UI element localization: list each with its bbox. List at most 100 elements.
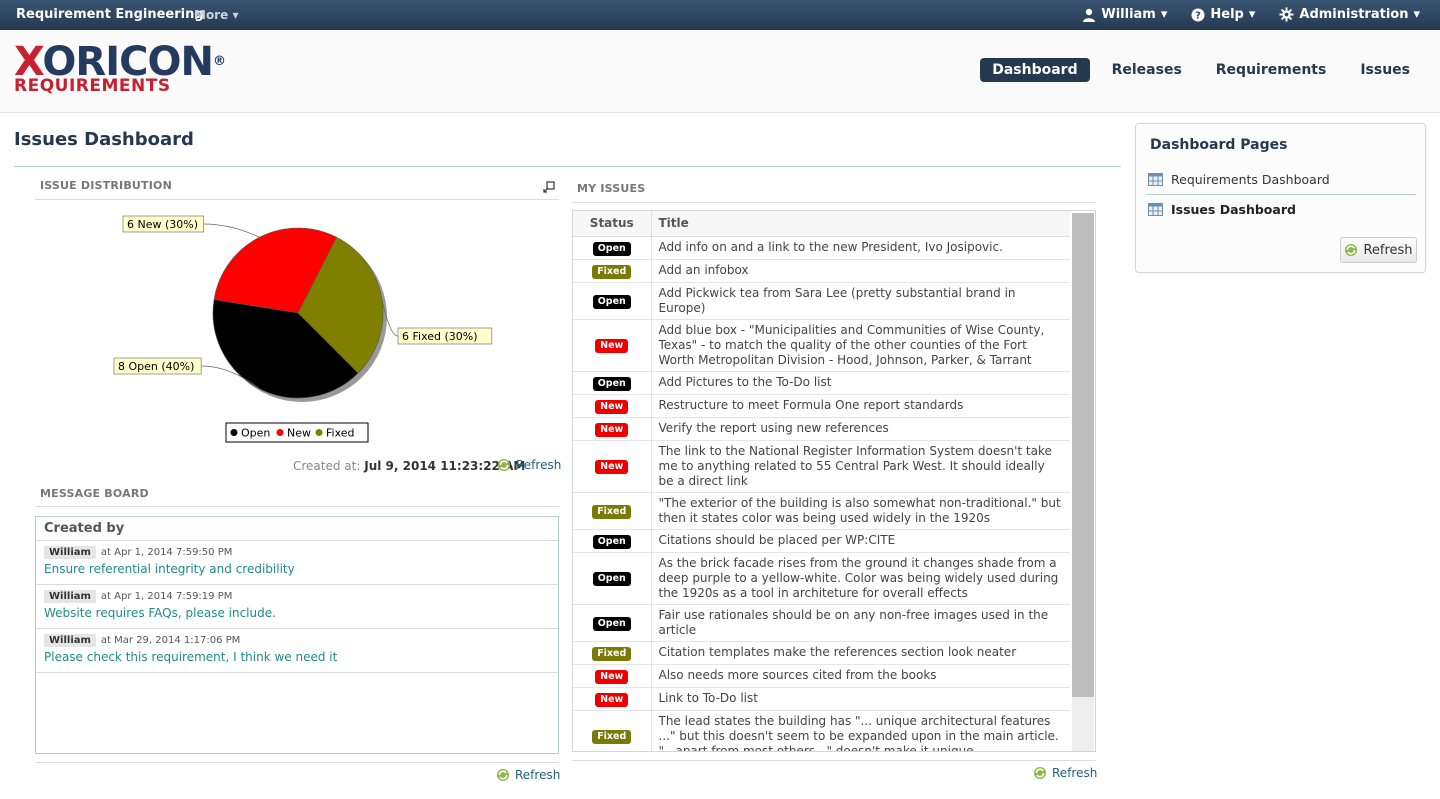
pie-legend-box — [225, 422, 369, 443]
message-item[interactable]: William at Apr 1, 2014 7:59:50 PM Ensure … — [36, 541, 558, 585]
message-item[interactable]: William at Mar 29, 2014 1:17:06 PM Please… — [36, 629, 558, 673]
dashboard-pages-refresh-button[interactable]: Refresh — [1340, 237, 1417, 263]
message-board-refresh-button[interactable]: Refresh — [496, 768, 560, 782]
scrollbar-thumb[interactable] — [1072, 213, 1094, 697]
logo-subtitle: REQUIREMENTS — [14, 76, 171, 96]
table-row[interactable]: Open Fair use rationales should be on any… — [573, 604, 1070, 642]
status-badge: New — [595, 422, 629, 437]
issue-title[interactable]: "The exterior of the building is also so… — [651, 492, 1070, 530]
status-cell: Fixed — [573, 641, 652, 665]
user-label: William — [1101, 7, 1156, 22]
pie-leader-line — [203, 223, 260, 238]
issue-distribution-chart: 8 Open (40%) 6 New (30%) 6 Fixed (30%) Open… — [113, 215, 493, 443]
table-row[interactable]: New The link to the National Register Inf… — [573, 440, 1070, 493]
top-bar: Requirement Engineering More ▾ William ▾… — [0, 0, 1440, 30]
status-cell: Fixed — [573, 710, 652, 751]
nav-dashboard[interactable]: Dashboard — [980, 58, 1090, 82]
table-row[interactable]: New Link to To-Do list — [573, 687, 1070, 711]
user-menu[interactable]: William ▾ — [1082, 7, 1167, 22]
issue-title[interactable]: The link to the National Register Inform… — [651, 440, 1070, 493]
table-row[interactable]: New Also needs more sources cited from th… — [573, 664, 1070, 688]
administration-menu[interactable]: Administration ▾ — [1279, 7, 1420, 22]
dashboard-page-link-issues[interactable]: Issues Dashboard — [1148, 202, 1296, 217]
legend-entry-new[interactable]: New — [287, 427, 311, 440]
caret-down-icon: ▾ — [1248, 7, 1256, 22]
legend-entry-fixed[interactable]: Fixed — [326, 427, 355, 440]
dashboard-pages-title: Dashboard Pages — [1150, 137, 1288, 153]
pie-slice-new[interactable] — [213, 227, 337, 314]
my-issues-table: Status Title Open Add info on and a link … — [572, 210, 1096, 752]
status-cell: Open — [573, 236, 652, 260]
issue-title[interactable]: Restructure to meet Formula One report s… — [651, 394, 1070, 418]
nav-requirements[interactable]: Requirements — [1215, 62, 1327, 78]
legend-entry-open[interactable]: Open — [241, 427, 270, 440]
message-text[interactable]: Please check this requirement, I think w… — [44, 650, 338, 664]
nav-releases[interactable]: Releases — [1111, 62, 1182, 78]
help-menu[interactable]: ? Help ▾ — [1191, 7, 1255, 22]
message-text[interactable]: Ensure referential integrity and credibi… — [44, 562, 295, 576]
more-menu[interactable]: More ▾ — [194, 8, 238, 22]
issue-title[interactable]: Add Pictures to the To-Do list — [651, 371, 1070, 395]
dashboard-page-label: Requirements Dashboard — [1171, 172, 1330, 187]
scrollbar-track[interactable] — [1072, 697, 1094, 751]
status-cell: Open — [573, 282, 652, 320]
my-issues-bottom-divider — [572, 760, 1096, 761]
table-row[interactable]: Open Citations should be placed per WP:CI… — [573, 529, 1070, 553]
table-row[interactable]: New Restructure to meet Formula One repor… — [573, 394, 1070, 418]
table-row[interactable]: New Add blue box - "Municipalities and Co… — [573, 319, 1070, 372]
my-issues-refresh-button[interactable]: Refresh — [1033, 766, 1097, 780]
pie-label-box — [122, 215, 204, 233]
message-text[interactable]: Website requires FAQs, please include. — [44, 606, 276, 620]
message-board-header[interactable]: Created by — [36, 517, 558, 541]
issue-title[interactable]: Add an infobox — [651, 259, 1070, 283]
table-row[interactable]: Open Add Pictures to the To-Do list — [573, 371, 1070, 395]
table-row[interactable]: Fixed "The exterior of the building is al… — [573, 492, 1070, 530]
column-header-title[interactable]: Title — [651, 211, 1070, 237]
table-row[interactable]: Fixed Add an infobox — [573, 259, 1070, 283]
table-row[interactable]: Open As the brick facade rises from the g… — [573, 552, 1070, 605]
table-row[interactable]: Open Add info on and a link to the new Pr… — [573, 236, 1070, 260]
issue-title[interactable]: Add info on and a link to the new Presid… — [651, 236, 1070, 260]
issue-title[interactable]: Fair use rationales should be on any non… — [651, 604, 1070, 642]
table-header-row: Status Title — [573, 211, 1070, 237]
status-badge: Fixed — [592, 504, 632, 519]
column-header-status[interactable]: Status — [573, 211, 652, 237]
nav-issues[interactable]: Issues — [1360, 62, 1410, 78]
issue-title[interactable]: The lead states the building has "... un… — [651, 710, 1070, 751]
table-row[interactable]: New Verify the report using new reference… — [573, 417, 1070, 441]
table-row[interactable]: Fixed The lead states the building has ".… — [573, 710, 1070, 751]
message-board-bottom-divider — [35, 762, 559, 763]
pie-data-label: 6 New (30%) — [127, 218, 198, 231]
table-row[interactable]: Open Add Pickwick tea from Sara Lee (pret… — [573, 282, 1070, 320]
status-badge: Open — [592, 534, 631, 549]
issue-title[interactable]: Add blue box - "Municipalities and Commu… — [651, 319, 1070, 372]
issue-title[interactable]: Also needs more sources cited from the b… — [651, 664, 1070, 688]
page-title: Issues Dashboard — [14, 129, 194, 150]
maximize-icon[interactable] — [543, 181, 555, 193]
issue-title[interactable]: Citation templates make the references s… — [651, 641, 1070, 665]
issue-title[interactable]: Link to To-Do list — [651, 687, 1070, 711]
refresh-icon — [1034, 767, 1046, 779]
issue-title[interactable]: Verify the report using new references — [651, 417, 1070, 441]
table-row[interactable]: Fixed Citation templates make the referen… — [573, 641, 1070, 665]
issue-title[interactable]: As the brick facade rises from the groun… — [651, 552, 1070, 605]
message-item[interactable]: William at Apr 1, 2014 7:59:19 PM Website… — [36, 585, 558, 629]
svg-text:?: ? — [1195, 10, 1201, 21]
refresh-label: Refresh — [1052, 766, 1098, 780]
issue-title[interactable]: Citations should be placed per WP:CITE — [651, 529, 1070, 553]
issue-title[interactable]: Add Pickwick tea from Sara Lee (pretty s… — [651, 282, 1070, 320]
status-badge: Fixed — [592, 264, 632, 279]
logo[interactable]: XORICON® REQUIREMENTS — [14, 42, 226, 96]
issue-distribution-label: ISSUE DISTRIBUTION — [40, 179, 173, 192]
distribution-refresh-button[interactable]: Refresh — [497, 458, 561, 472]
caret-down-icon: ▾ — [232, 8, 239, 22]
dashboard-page-label: Issues Dashboard — [1171, 202, 1296, 217]
dashboard-page-link-requirements[interactable]: Requirements Dashboard — [1148, 172, 1330, 187]
status-badge: New — [595, 669, 629, 684]
app-title[interactable]: Requirement Engineering — [16, 7, 204, 22]
logo-registered: ® — [212, 54, 226, 69]
pie-slice-fixed[interactable] — [297, 236, 384, 374]
status-badge: Open — [592, 572, 631, 586]
logo-wordmark: XORICON® — [14, 42, 226, 82]
refresh-icon — [498, 459, 510, 471]
